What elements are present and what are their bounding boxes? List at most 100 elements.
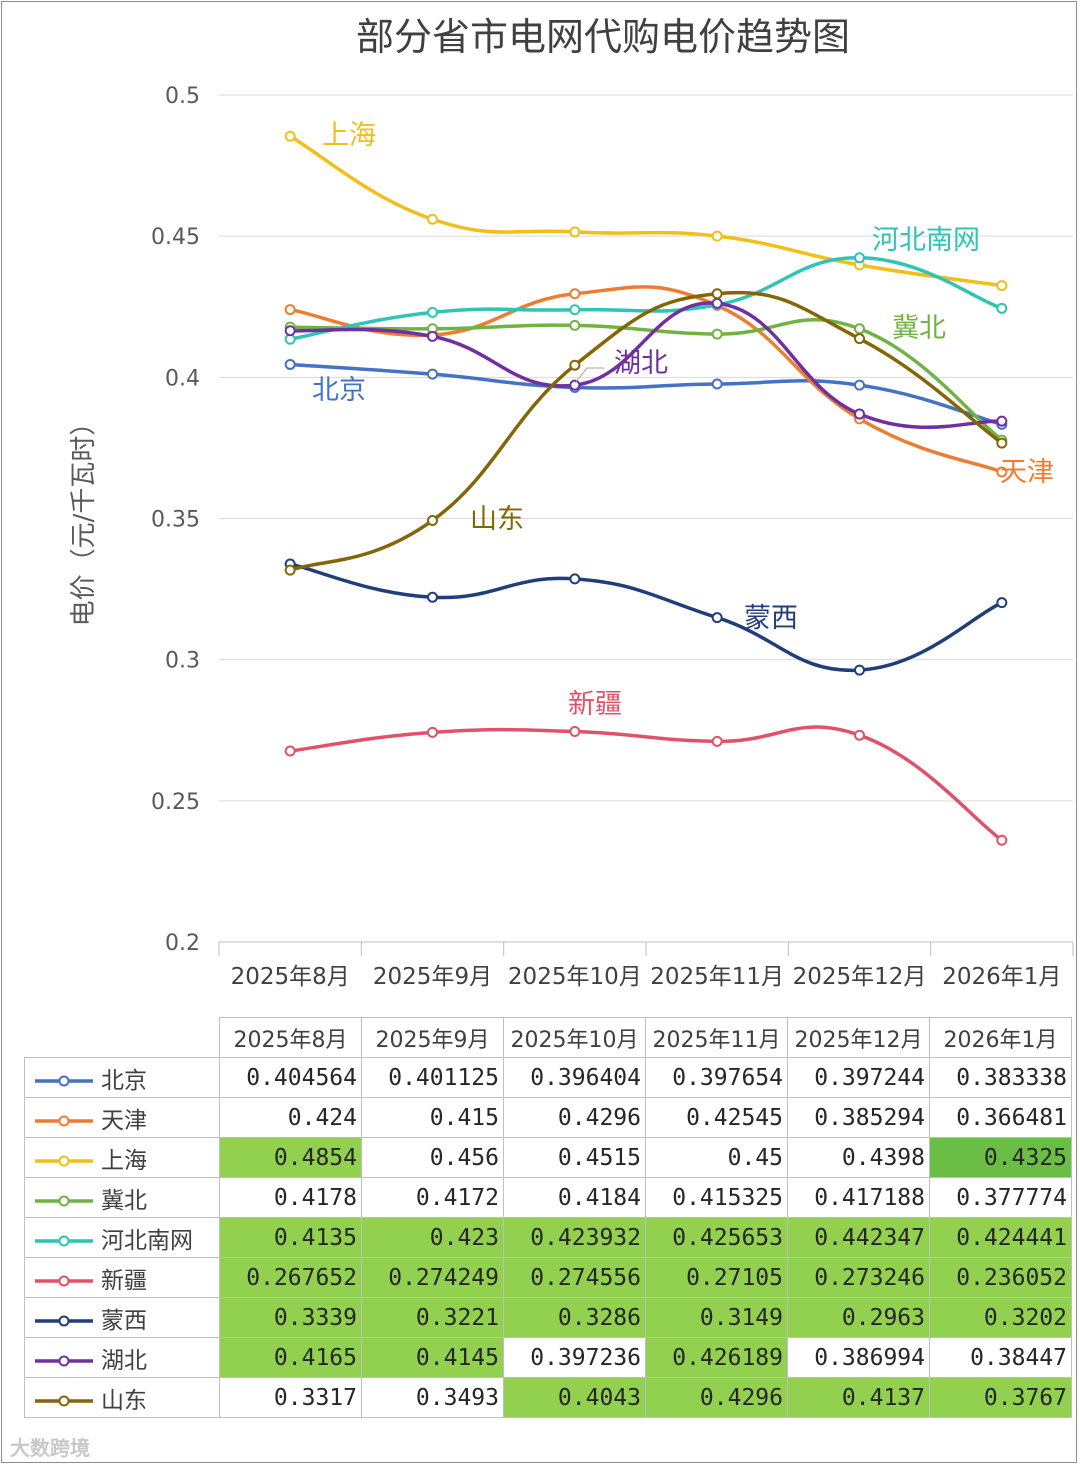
series-lines	[284, 130, 1008, 846]
table-row: 天津 0.424 0.415 0.4296 0.42545 0.385294 0.36648…	[24, 1097, 1072, 1138]
series-新疆	[284, 725, 1008, 846]
table-cell: 0.415	[361, 1097, 504, 1138]
data-point	[569, 379, 581, 391]
data-point	[996, 437, 1008, 449]
table-series-cell: 湖北	[24, 1337, 220, 1378]
data-point	[996, 415, 1008, 427]
table-cell: 0.267652	[219, 1257, 362, 1298]
table-cell: 0.404564	[219, 1057, 362, 1098]
legend-marker	[35, 1315, 93, 1327]
data-point	[284, 564, 296, 576]
table-row: 新疆 0.267652 0.274249 0.274556 0.27105 0.27324…	[24, 1257, 1072, 1298]
series-line	[289, 725, 1003, 842]
table-cell: 0.424	[219, 1097, 362, 1138]
table-cell: 0.4178	[219, 1177, 362, 1218]
data-point	[284, 304, 296, 316]
table-cell: 0.4325	[929, 1137, 1072, 1178]
data-point	[996, 280, 1008, 292]
series-name: 河北南网	[101, 1227, 193, 1254]
data-point	[854, 664, 865, 676]
data-point	[569, 226, 581, 238]
table-cell: 0.385294	[787, 1097, 930, 1138]
data-point	[854, 333, 865, 345]
series-湖北	[284, 297, 1008, 430]
data-point	[427, 514, 438, 526]
data-point	[569, 573, 581, 585]
table-cell: 0.4165	[219, 1337, 362, 1378]
table-cell: 0.3202	[929, 1297, 1072, 1338]
data-point	[427, 368, 438, 380]
table-cell: 0.3317	[219, 1377, 362, 1418]
legend-marker	[35, 1115, 93, 1127]
y-tick-label: 0.3	[165, 649, 200, 674]
table-column-header: 2025年12月	[787, 1017, 930, 1058]
table-cell: 0.274249	[361, 1257, 504, 1298]
data-point	[996, 834, 1008, 846]
table-series-cell: 山东	[24, 1377, 220, 1418]
table-cell: 0.2963	[787, 1297, 930, 1338]
series-label: 天津	[1000, 457, 1054, 488]
y-tick-label: 0.25	[151, 790, 200, 815]
series-line	[290, 318, 1003, 442]
table-cell: 0.4043	[503, 1377, 646, 1418]
table-series-cell: 河北南网	[24, 1217, 220, 1258]
y-tick-label: 0.4	[165, 366, 200, 391]
table-cell: 0.386994	[787, 1337, 930, 1378]
chart-title: 部分省市电网代购电价趋势图	[356, 15, 850, 59]
table-cell: 0.425653	[645, 1217, 788, 1258]
series-label: 河北南网	[872, 225, 980, 256]
table-cell: 0.377774	[929, 1177, 1072, 1218]
table-cell: 0.274556	[503, 1257, 646, 1298]
table-cell: 0.4135	[219, 1217, 362, 1258]
data-point	[569, 319, 581, 331]
table-column-header: 2025年10月	[503, 1017, 646, 1058]
series-label: 山东	[470, 504, 524, 535]
table-series-cell: 新疆	[24, 1257, 220, 1298]
table-series-cell: 天津	[24, 1097, 220, 1138]
legend-marker	[35, 1355, 93, 1367]
series-name: 新疆	[101, 1267, 147, 1294]
data-point	[569, 726, 581, 738]
table-column-header: 2026年1月	[929, 1017, 1072, 1058]
table-cell: 0.236052	[929, 1257, 1072, 1298]
table-cell: 0.4296	[503, 1097, 646, 1138]
data-point	[854, 408, 865, 420]
table-cell: 0.38447	[929, 1337, 1072, 1378]
table-cell: 0.4145	[361, 1337, 504, 1378]
table-cell: 0.401125	[361, 1057, 504, 1098]
data-point	[427, 306, 438, 318]
table-row: 山东 0.3317 0.3493 0.4043 0.4296 0.4137 0.3767	[24, 1377, 1072, 1418]
series-label: 上海	[322, 120, 376, 151]
table-cell: 0.3493	[361, 1377, 504, 1418]
data-point	[711, 328, 723, 340]
table-column-header: 2025年8月	[219, 1017, 362, 1058]
data-point	[284, 130, 296, 142]
table-cell: 0.4398	[787, 1137, 930, 1178]
data-point	[569, 304, 581, 316]
table-cell: 0.396404	[503, 1057, 646, 1098]
data-point	[427, 726, 438, 738]
y-tick-label: 0.35	[151, 508, 200, 533]
table-cell: 0.397244	[787, 1057, 930, 1098]
x-tick-label: 2025年9月	[373, 964, 492, 990]
data-point	[996, 466, 1008, 478]
series-name: 天津	[101, 1107, 147, 1134]
series-line	[289, 290, 1003, 572]
series-label: 湖北	[614, 348, 668, 379]
legend-marker	[35, 1075, 93, 1087]
data-point	[711, 378, 723, 390]
y-tick-label: 0.5	[165, 84, 200, 109]
table-cell: 0.442347	[787, 1217, 930, 1258]
legend-marker	[35, 1235, 93, 1247]
legend-marker	[35, 1275, 93, 1287]
series-name: 上海	[101, 1147, 147, 1174]
data-point	[854, 323, 865, 335]
y-axis-ticks: 0.5 0.45 0.4 0.35 0.3 0.25 0.2	[151, 84, 200, 956]
table-cell: 0.397654	[645, 1057, 788, 1098]
table-cell: 0.42545	[645, 1097, 788, 1138]
gridlines	[219, 94, 1073, 943]
table-cell: 0.456	[361, 1137, 504, 1178]
data-point	[569, 288, 581, 300]
table-cell: 0.4854	[219, 1137, 362, 1178]
